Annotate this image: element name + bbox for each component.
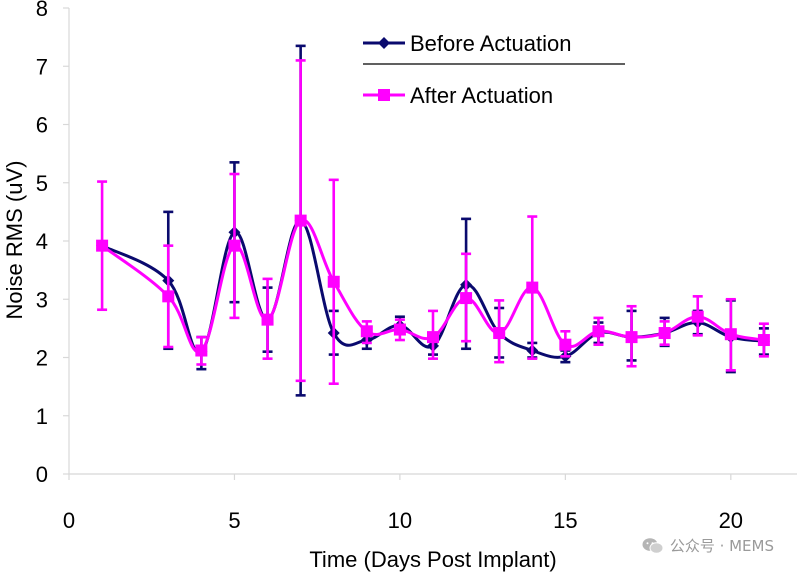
y-tick-label: 8 <box>36 0 48 21</box>
data-point <box>195 344 208 357</box>
data-point <box>393 323 406 336</box>
watermark-text: 公众号 · MEMS <box>669 537 774 555</box>
legend: Before Actuation After Actuation <box>363 31 625 108</box>
y-axis-title: Noise RMS (uV) <box>2 161 27 320</box>
y-tick-label: 3 <box>36 287 48 312</box>
data-point <box>625 331 638 344</box>
data-point <box>360 325 373 338</box>
data-point <box>427 331 439 344</box>
data-point <box>261 313 274 326</box>
data-point <box>460 292 473 305</box>
y-tick-label: 6 <box>36 113 48 138</box>
wechat-icon <box>642 537 664 554</box>
data-point <box>294 214 307 227</box>
data-point <box>724 328 737 341</box>
y-tick-label: 2 <box>36 346 48 371</box>
legend-marker <box>378 37 390 49</box>
y-tick-label: 1 <box>36 404 48 429</box>
x-tick-label: 5 <box>228 508 240 533</box>
series-layer <box>96 44 770 397</box>
y-tick-label: 4 <box>36 229 48 254</box>
data-point <box>592 325 605 338</box>
data-point <box>228 239 241 252</box>
watermark: 公众号 · MEMS <box>642 535 774 556</box>
data-point <box>493 327 506 340</box>
data-point <box>691 310 704 323</box>
data-point <box>757 334 770 347</box>
x-tick-label: 0 <box>63 508 75 533</box>
y-tick-label: 7 <box>36 54 48 79</box>
data-point <box>327 275 340 288</box>
x-tick-label: 10 <box>388 508 412 533</box>
y-axis: 0 1 2 3 4 5 6 7 8 <box>36 0 70 487</box>
data-point <box>658 327 671 340</box>
data-point <box>162 290 175 303</box>
data-point <box>96 239 109 252</box>
series-after-actuation <box>96 59 770 386</box>
y-tick-label: 5 <box>36 171 48 196</box>
legend-marker <box>378 89 390 101</box>
legend-label: Before Actuation <box>410 31 571 56</box>
x-tick-label: 15 <box>553 508 577 533</box>
data-point <box>526 281 539 294</box>
x-axis: 0 5 10 15 20 <box>63 473 797 533</box>
legend-label: After Actuation <box>410 83 553 108</box>
data-point <box>559 338 572 351</box>
x-tick-label: 20 <box>719 508 743 533</box>
x-axis-title: Time (Days Post Implant) <box>309 547 556 572</box>
y-tick-label: 0 <box>36 462 48 487</box>
